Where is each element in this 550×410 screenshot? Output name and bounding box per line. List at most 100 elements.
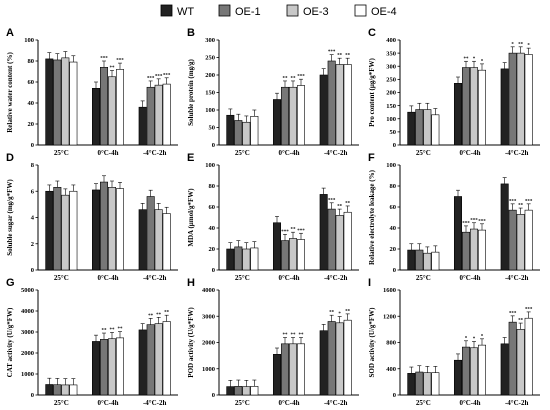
bar-wt: [319, 194, 328, 271]
bar-oe-4: [477, 344, 486, 396]
x-tick-label: 25°C: [54, 274, 69, 282]
panel-f: F Relative electrolyte leakage (%) 0 20 40 60…: [368, 152, 540, 282]
y-tick-label: 20: [390, 246, 397, 253]
y-axis-label: Relative water content (%): [6, 52, 14, 133]
significance-mark: ***: [525, 307, 533, 312]
significance-mark: ***: [297, 75, 305, 80]
bar-wt: [226, 248, 235, 271]
significance-mark: ***: [116, 59, 124, 64]
bar-wt: [407, 373, 416, 396]
bar-wt: [45, 190, 54, 271]
legend-swatch: [218, 4, 231, 17]
bar-oe-1: [146, 86, 155, 146]
significance-mark: ***: [509, 311, 517, 316]
bar-oe-4: [116, 337, 125, 396]
bar-oe-1: [327, 321, 336, 396]
significance-mark: **: [337, 205, 343, 210]
y-tick-label: 100: [386, 162, 396, 169]
y-tick-label: 2: [31, 241, 34, 248]
bar-oe-1: [53, 187, 62, 271]
y-tick-label: 4: [31, 215, 35, 222]
panel-b: B Soluble protein (mg/g) 0 50 100 150 200 250 30…: [187, 27, 359, 157]
y-tick-label: 50: [209, 125, 216, 132]
y-tick-label: 3000: [21, 329, 34, 336]
bar-oe-3: [469, 67, 478, 146]
legend-item-oe-3: OE-3: [286, 4, 329, 18]
bar-oe-1: [508, 209, 517, 271]
legend-swatch: [286, 4, 299, 17]
bar-oe-1: [234, 386, 243, 396]
bar-oe-1: [280, 343, 289, 396]
y-tick-label: 8: [31, 162, 35, 169]
bar-oe-4: [116, 69, 125, 146]
y-tick-label: 200: [386, 90, 396, 97]
significance-mark: ***: [509, 199, 517, 204]
significance-mark: **: [148, 314, 154, 319]
significance-mark: ***: [163, 73, 171, 78]
significance-mark: ***: [470, 218, 478, 223]
y-tick-label: 100: [205, 162, 215, 169]
x-tick-label: -4°C-2h: [505, 149, 529, 157]
bar-oe-1: [100, 339, 109, 396]
panel-letter: I: [368, 277, 371, 289]
bar-oe-4: [343, 64, 352, 146]
bar-oe-4: [524, 54, 533, 146]
significance-mark: **: [329, 311, 335, 316]
x-tick-label: -4°C-2h: [324, 274, 348, 282]
y-tick-label: 0: [31, 142, 34, 149]
significance-mark: **: [291, 228, 297, 233]
bar-oe-4: [116, 188, 125, 271]
significance-mark: *: [481, 59, 484, 64]
y-tick-label: 0: [393, 267, 396, 274]
y-tick-label: 2000: [202, 340, 215, 347]
panel-letter: H: [187, 277, 195, 289]
panel-i: I SOD activity (U/g*FW) 0 400 800 1200 1600 25°…: [368, 277, 540, 407]
bar-oe-4: [431, 372, 440, 396]
bar-oe-3: [154, 84, 163, 146]
y-tick-label: 80: [28, 58, 35, 65]
bar-oe-3: [242, 248, 251, 271]
bar-oe-1: [461, 67, 470, 146]
bar-oe-4: [296, 239, 305, 271]
y-tick-label: 4000: [21, 308, 34, 315]
bar-oe-3: [423, 109, 432, 146]
bar-oe-4: [250, 116, 259, 146]
significance-mark: **: [102, 329, 108, 334]
significance-mark: **: [345, 309, 351, 314]
legend-label: OE-4: [371, 6, 397, 18]
bar-oe-4: [69, 61, 78, 146]
x-tick-label: -4°C-2h: [143, 399, 167, 407]
significance-mark: **: [345, 54, 351, 59]
y-axis-label: Relative electrolyte leakage (%): [368, 169, 376, 265]
panel-letter: G: [6, 277, 15, 289]
bar-oe-4: [477, 229, 486, 271]
bar-wt: [453, 83, 462, 146]
significance-mark: **: [345, 201, 351, 206]
y-axis-label: Soluble sugar (mg/g*FW): [6, 179, 14, 256]
y-tick-label: 60: [390, 204, 397, 211]
bar-oe-4: [250, 386, 259, 396]
bar-oe-1: [508, 321, 517, 396]
bar-oe-3: [61, 194, 70, 271]
y-tick-label: 40: [390, 225, 397, 232]
y-tick-label: 0: [212, 142, 215, 149]
significance-mark: **: [464, 57, 470, 62]
significance-mark: **: [110, 328, 116, 333]
x-tick-label: 25°C: [235, 274, 250, 282]
y-tick-label: 4000: [202, 287, 215, 294]
bar-oe-1: [415, 109, 424, 146]
panel-g: G CAT activity (U/g*FW) 0 1000 2000 3000 4000 5…: [6, 277, 178, 407]
significance-mark: *: [527, 44, 530, 49]
bar-oe-1: [234, 120, 243, 146]
y-tick-label: 800: [386, 340, 396, 347]
significance-mark: ***: [328, 50, 336, 55]
bar-oe-3: [469, 228, 478, 271]
y-tick-label: 100: [24, 37, 34, 44]
legend: WT OE-1 OE-3 OE-4: [160, 4, 397, 18]
x-tick-label: 0°C-4h: [459, 274, 480, 282]
y-tick-label: 40: [209, 225, 216, 232]
y-axis-label: Pro content (μg/g*FW): [368, 57, 376, 126]
significance-mark: *: [465, 336, 468, 341]
bar-oe-1: [327, 60, 336, 146]
bar-oe-4: [162, 213, 171, 271]
